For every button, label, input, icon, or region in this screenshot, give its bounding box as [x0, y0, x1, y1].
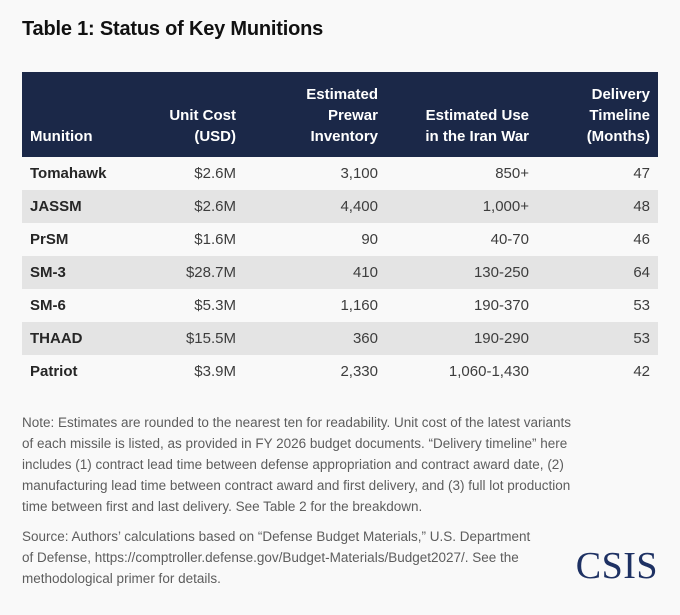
cell-delivery-months: 64 [633, 264, 650, 281]
cell-unit-cost: $15.5M [185, 330, 236, 347]
cell-prewar-inventory: 3,100 [340, 165, 378, 182]
cell-unit-cost: $2.6M [194, 198, 236, 215]
source-text: Source: Authors’ calculations based on “… [22, 529, 531, 586]
header-cell-iran-war-use: Estimated Use in the Iran War [386, 72, 537, 157]
cell-munition: PrSM [30, 231, 69, 248]
cell-iran-war-use: 190-370 [473, 297, 529, 314]
csis-logo: CSIS [575, 545, 658, 587]
cell-munition: THAAD [30, 330, 83, 347]
cell-delivery-months: 42 [633, 363, 650, 380]
table-row-thaad: THAAD $15.5M 360 190-290 53 [22, 322, 658, 355]
cell-munition: JASSM [30, 198, 82, 215]
cell-iran-war-use: 130-250 [473, 264, 529, 281]
table-row-prsm: PrSM $1.6M 90 40-70 46 [22, 223, 658, 256]
table-row-sm-3: SM-3 $28.7M 410 130-250 64 [22, 256, 658, 289]
header-cell-munition: Munition [22, 72, 130, 157]
table-row-sm-6: SM-6 $5.3M 1,160 190-370 53 [22, 289, 658, 322]
cell-prewar-inventory: 360 [352, 330, 378, 347]
source-row: Source: Authors’ calculations based on “… [22, 526, 658, 589]
cell-iran-war-use: 190-290 [473, 330, 529, 347]
figure-title: Table 1: Status of Key Munitions [22, 18, 324, 40]
table-row-tomahawk: Tomahawk $2.6M 3,100 850+ 47 [22, 157, 658, 190]
table-row-patriot: Patriot $3.9M 2,330 1,060-1,430 42 [22, 355, 658, 388]
cell-unit-cost: $1.6M [194, 231, 236, 248]
cell-iran-war-use: 1,060-1,430 [448, 363, 529, 380]
cell-prewar-inventory: 2,330 [340, 363, 378, 380]
cell-munition: SM-6 [30, 297, 66, 314]
munitions-table: Munition Unit Cost (USD) Estimated Prewa… [22, 72, 658, 388]
cell-iran-war-use: 1,000+ [482, 198, 529, 215]
cell-iran-war-use: 40-70 [490, 231, 529, 248]
note-text: Note: Estimates are rounded to the neare… [22, 415, 572, 514]
header-cell-prewar-inventory: Estimated Prewar Inventory [244, 72, 386, 157]
cell-prewar-inventory: 4,400 [340, 198, 378, 215]
table-row-jassm: JASSM $2.6M 4,400 1,000+ 48 [22, 190, 658, 223]
table-header-row: Munition Unit Cost (USD) Estimated Prewa… [22, 72, 658, 157]
cell-delivery-months: 53 [633, 297, 650, 314]
cell-unit-cost: $28.7M [185, 264, 236, 281]
cell-munition: SM-3 [30, 264, 66, 281]
cell-prewar-inventory: 90 [361, 231, 378, 248]
cell-prewar-inventory: 410 [352, 264, 378, 281]
cell-unit-cost: $2.6M [194, 165, 236, 182]
cell-delivery-months: 46 [633, 231, 650, 248]
cell-munition: Tomahawk [30, 165, 107, 182]
cell-unit-cost: $3.9M [194, 363, 236, 380]
header-cell-unit-cost: Unit Cost (USD) [130, 72, 244, 157]
cell-delivery-months: 48 [633, 198, 650, 215]
cell-iran-war-use: 850+ [495, 165, 529, 182]
cell-munition: Patriot [30, 363, 78, 380]
cell-unit-cost: $5.3M [194, 297, 236, 314]
cell-delivery-months: 53 [633, 330, 650, 347]
cell-prewar-inventory: 1,160 [340, 297, 378, 314]
cell-delivery-months: 47 [633, 165, 650, 182]
header-cell-delivery-timeline: Delivery Timeline (Months) [537, 72, 658, 157]
